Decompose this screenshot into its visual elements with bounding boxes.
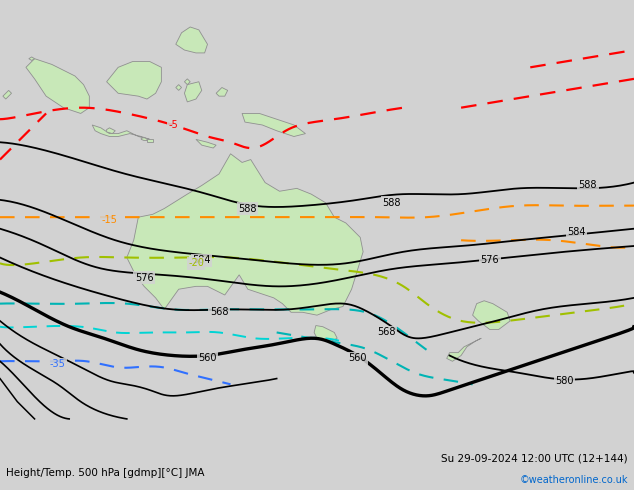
Polygon shape [242,114,306,137]
Polygon shape [92,125,150,139]
Polygon shape [314,325,337,341]
Polygon shape [472,301,510,330]
Text: -20: -20 [188,258,204,269]
Polygon shape [147,139,153,142]
Text: -35: -35 [49,359,65,369]
Polygon shape [29,57,35,60]
Text: Height/Temp. 500 hPa [gdmp][°C] JMA: Height/Temp. 500 hPa [gdmp][°C] JMA [6,468,205,478]
Text: 560: 560 [198,353,217,364]
Polygon shape [184,82,202,102]
Text: 588: 588 [238,203,257,214]
Text: 568: 568 [377,327,396,338]
Text: -15: -15 [101,215,117,225]
Text: 560: 560 [348,353,366,364]
Polygon shape [127,154,363,315]
Polygon shape [176,85,181,90]
Polygon shape [184,79,190,85]
Polygon shape [107,128,115,134]
Polygon shape [107,62,162,99]
Text: 584: 584 [567,226,586,237]
Polygon shape [176,27,207,53]
Polygon shape [216,88,228,96]
Text: 568: 568 [210,307,228,318]
Text: 576: 576 [135,273,153,283]
Text: 588: 588 [579,180,597,191]
Text: 576: 576 [481,255,499,266]
Polygon shape [141,138,147,141]
Text: -5: -5 [168,120,178,130]
Text: 588: 588 [383,198,401,208]
Text: 580: 580 [555,376,574,387]
Polygon shape [196,139,216,148]
Text: 584: 584 [193,255,211,266]
Text: ©weatheronline.co.uk: ©weatheronline.co.uk [519,475,628,485]
Polygon shape [26,59,89,114]
Text: Su 29-09-2024 12:00 UTC (12+144): Su 29-09-2024 12:00 UTC (12+144) [441,453,628,463]
Polygon shape [447,338,481,361]
Polygon shape [3,90,11,99]
